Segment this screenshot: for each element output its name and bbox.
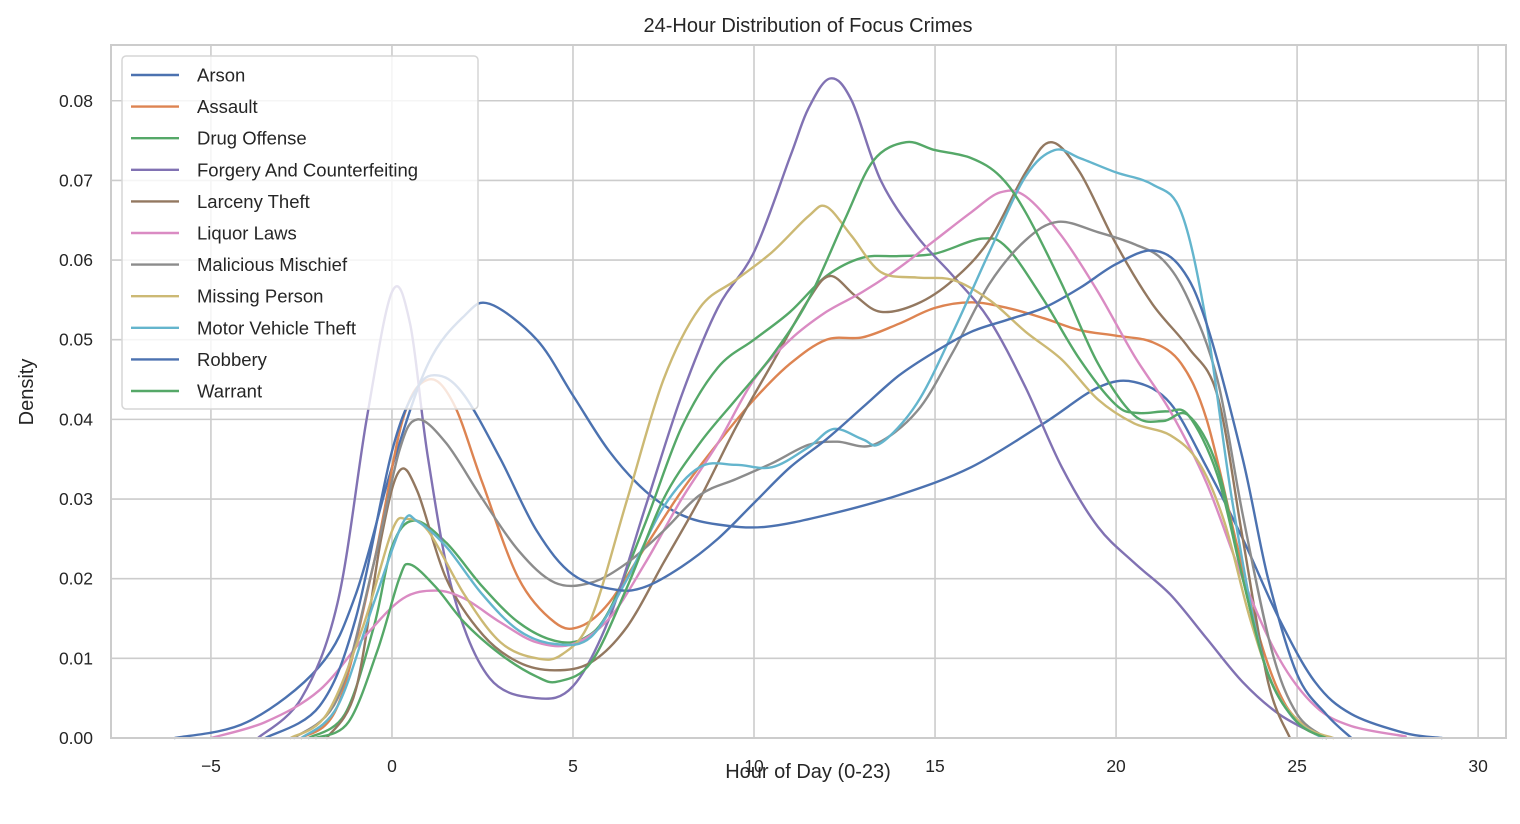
curve-missing-person (289, 204, 1335, 740)
legend-label: Assault (197, 96, 258, 117)
legend-label: Larceny Theft (197, 191, 310, 212)
y-tick-label: 0.00 (59, 728, 93, 748)
legend-label: Arson (197, 65, 245, 86)
legend-label: Malicious Mischief (197, 254, 348, 275)
x-tick-label: 15 (925, 756, 944, 776)
y-tick-label: 0.05 (59, 330, 93, 350)
legend-item-motor-vehicle-theft: Motor Vehicle Theft (131, 317, 356, 338)
legend-label: Motor Vehicle Theft (197, 317, 356, 338)
x-tick-label: 0 (387, 756, 397, 776)
legend-item-malicious-mischief: Malicious Mischief (131, 254, 348, 275)
density-curves (173, 77, 1444, 740)
legend-label: Forgery And Counterfeiting (197, 159, 418, 180)
x-tick-label: 10 (744, 756, 764, 776)
y-axis-label: Density (16, 359, 38, 426)
legend-label: Drug Offense (197, 128, 307, 149)
legend-item-robbery: Robbery (131, 349, 268, 370)
y-tick-label: 0.06 (59, 250, 93, 270)
legend-item-liquor-laws: Liquor Laws (131, 223, 297, 244)
legend-label: Warrant (197, 381, 262, 402)
legend-item-forgery-and-counterfeiting: Forgery And Counterfeiting (131, 159, 418, 180)
legend: Arson Assault Drug Offense Forgery And Coun… (121, 55, 479, 410)
x-axis-ticks: −5 0 5 10 15 20 25 30 (201, 756, 1488, 776)
y-tick-label: 0.08 (59, 91, 93, 111)
curve-warrant (314, 140, 1328, 740)
legend-label: Missing Person (197, 286, 323, 307)
legend-item-assault: Assault (131, 96, 258, 117)
y-tick-label: 0.01 (59, 648, 93, 668)
chart-title: 24-Hour Distribution of Focus Crimes (644, 15, 973, 37)
legend-box (121, 55, 479, 410)
x-tick-label: 25 (1287, 756, 1306, 776)
x-tick-label: 20 (1106, 756, 1126, 776)
legend-item-missing-person: Missing Person (131, 286, 323, 307)
y-tick-label: 0.07 (59, 170, 93, 190)
y-tick-label: 0.02 (59, 569, 93, 589)
curve-liquor-laws (209, 189, 1407, 740)
y-tick-label: 0.03 (59, 489, 93, 509)
x-tick-label: −5 (201, 756, 221, 776)
x-tick-label: 5 (568, 756, 578, 776)
y-tick-label: 0.04 (59, 409, 93, 429)
plot-frame (110, 44, 1507, 739)
legend-item-arson: Arson (131, 65, 245, 86)
legend-item-drug-offense: Drug Offense (131, 128, 307, 149)
legend-item-larceny-theft: Larceny Theft (131, 191, 310, 212)
curve-malicious-mischief (293, 220, 1328, 740)
curve-motor-vehicle-theft (300, 148, 1324, 740)
legend-label: Liquor Laws (197, 223, 297, 244)
legend-item-warrant: Warrant (131, 381, 262, 402)
curve-larceny-theft (325, 141, 1292, 740)
y-axis-ticks: 0.00 0.01 0.02 0.03 0.04 0.05 0.06 0.07 0.08 (59, 91, 93, 748)
legend-label: Robbery (197, 349, 268, 370)
x-axis-label: Hour of Day (0-23) (725, 761, 891, 783)
x-tick-label: 30 (1468, 756, 1488, 776)
